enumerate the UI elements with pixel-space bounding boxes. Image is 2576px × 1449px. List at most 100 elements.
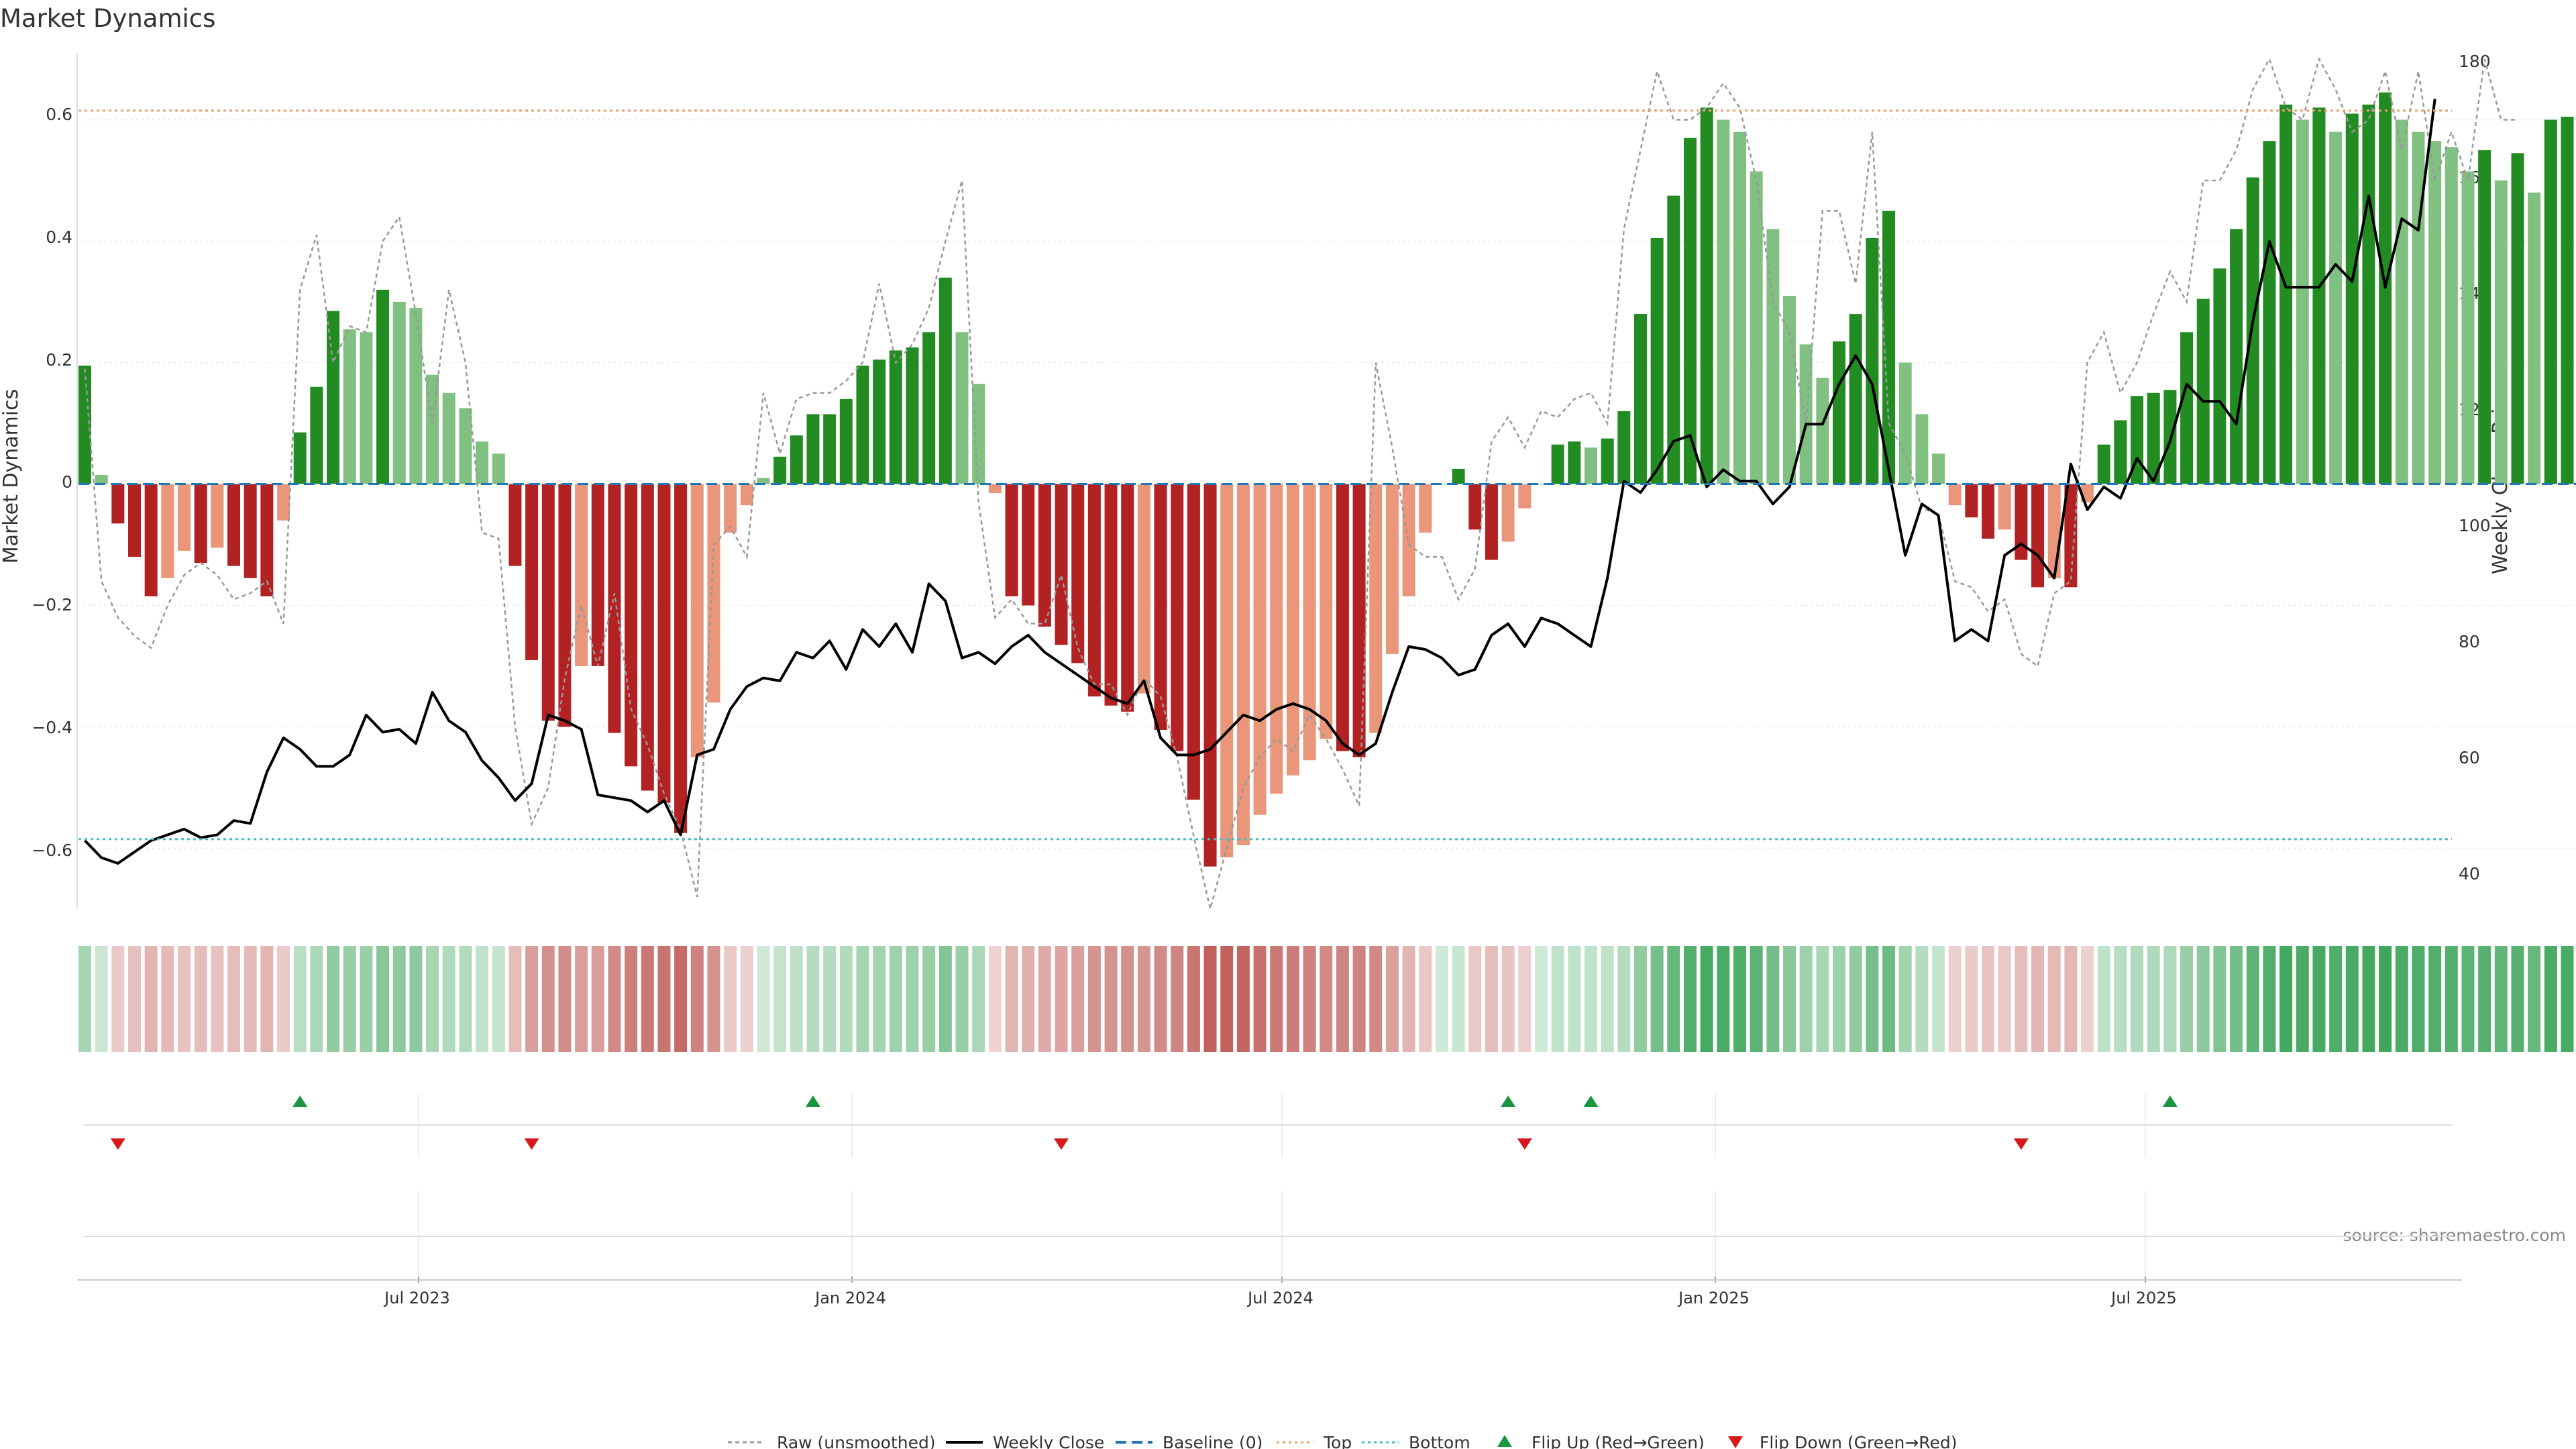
heat-cell — [938, 946, 952, 1052]
heat-cell — [1601, 946, 1614, 1052]
heat-cell — [740, 946, 753, 1052]
bar — [360, 332, 373, 484]
heat-cell — [2196, 946, 2210, 1052]
bar — [575, 484, 588, 666]
bar — [1336, 484, 1349, 751]
y2-tick-label: 40 — [2459, 864, 2480, 883]
bar — [641, 484, 654, 791]
bar — [525, 484, 539, 660]
heat-cell — [1071, 946, 1085, 1052]
heat-cell — [1650, 946, 1664, 1052]
bar — [178, 484, 191, 551]
bar — [839, 398, 853, 484]
bar — [1650, 237, 1664, 484]
y-tick-label: 0 — [62, 472, 72, 492]
chart-title: Market Dynamics — [0, 4, 215, 33]
heat-cell — [1220, 946, 1234, 1052]
heat-cell — [144, 946, 158, 1052]
heat-cell — [1485, 946, 1498, 1052]
bar — [1965, 484, 1978, 518]
bar — [2511, 153, 2524, 484]
bar — [1087, 484, 1101, 697]
legend-bottom-label: Bottom — [1409, 1433, 1470, 1449]
heat-cell — [1833, 946, 1846, 1052]
bar — [1683, 138, 1697, 484]
bar — [1452, 468, 1465, 484]
bar — [2097, 444, 2110, 484]
bar — [2461, 171, 2475, 484]
legend-flip-up-label: Flip Up (Red→Green) — [1532, 1433, 1705, 1449]
heat-cell — [1087, 946, 1101, 1052]
bar — [1617, 411, 1631, 484]
bar — [2395, 119, 2408, 484]
bar — [1633, 314, 1647, 484]
heat-cell — [2213, 946, 2226, 1052]
bar — [2196, 299, 2210, 484]
heat-cell — [161, 946, 174, 1052]
bar — [426, 374, 439, 484]
bar — [2312, 107, 2326, 484]
heat-cell — [1055, 946, 1068, 1052]
flip-down-marker — [2013, 1138, 2029, 1150]
heat-cell — [1750, 946, 1763, 1052]
flip-up-marker — [1501, 1095, 1516, 1107]
bar — [1799, 344, 1813, 484]
heat-cell — [2362, 946, 2375, 1052]
heat-cell — [310, 946, 323, 1052]
heat-cell — [128, 946, 142, 1052]
bar — [1435, 484, 1448, 485]
bar — [111, 484, 125, 524]
bar — [1385, 484, 1399, 654]
bar — [128, 484, 142, 557]
bar — [806, 414, 820, 484]
bar — [1485, 484, 1498, 560]
heat-cell — [1683, 946, 1697, 1052]
bar — [955, 332, 969, 484]
bar — [2478, 150, 2491, 484]
heat-cell — [2131, 946, 2144, 1052]
heat-cell — [2329, 946, 2343, 1052]
heat-cell — [690, 946, 704, 1052]
heat-cell — [1700, 946, 1713, 1052]
bar — [972, 384, 985, 484]
heat-cell — [1270, 946, 1283, 1052]
flip-down-marker — [524, 1138, 539, 1150]
bar — [2047, 484, 2061, 578]
bar — [244, 484, 257, 578]
heat-cell — [1320, 946, 1333, 1052]
x-tick-label: Jul 2024 — [1246, 1289, 1313, 1307]
heat-cell — [1982, 946, 1995, 1052]
heat-cell — [1766, 946, 1780, 1052]
heat-cell — [1584, 946, 1597, 1052]
heat-cell — [2461, 946, 2475, 1052]
heat-cell — [1799, 946, 1813, 1052]
heat-cell — [2511, 946, 2524, 1052]
bar — [194, 484, 207, 564]
bar — [1320, 484, 1333, 739]
bar — [558, 484, 572, 727]
bar — [1203, 484, 1217, 867]
bar — [1104, 484, 1118, 706]
bar — [2114, 420, 2127, 484]
heat-cell — [327, 946, 340, 1052]
heat-cell — [1286, 946, 1299, 1052]
heat-cell — [2047, 946, 2061, 1052]
heat-cell — [773, 946, 787, 1052]
heat-cell — [1633, 946, 1647, 1052]
heat-cell — [1171, 946, 1184, 1052]
heat-cell — [1898, 946, 1912, 1052]
heat-cell — [1154, 946, 1167, 1052]
heat-cell — [1303, 946, 1316, 1052]
bar — [1982, 484, 1995, 539]
heat-cell — [2180, 946, 2194, 1052]
heat-cell — [1948, 946, 1962, 1052]
bar — [1303, 484, 1316, 761]
bar — [277, 484, 290, 521]
heat-cell — [657, 946, 671, 1052]
bar — [608, 484, 621, 733]
bar — [310, 386, 323, 484]
bar — [1121, 484, 1134, 712]
heat-cell — [459, 946, 472, 1052]
bar — [1468, 484, 1482, 530]
heat-cell — [392, 946, 406, 1052]
